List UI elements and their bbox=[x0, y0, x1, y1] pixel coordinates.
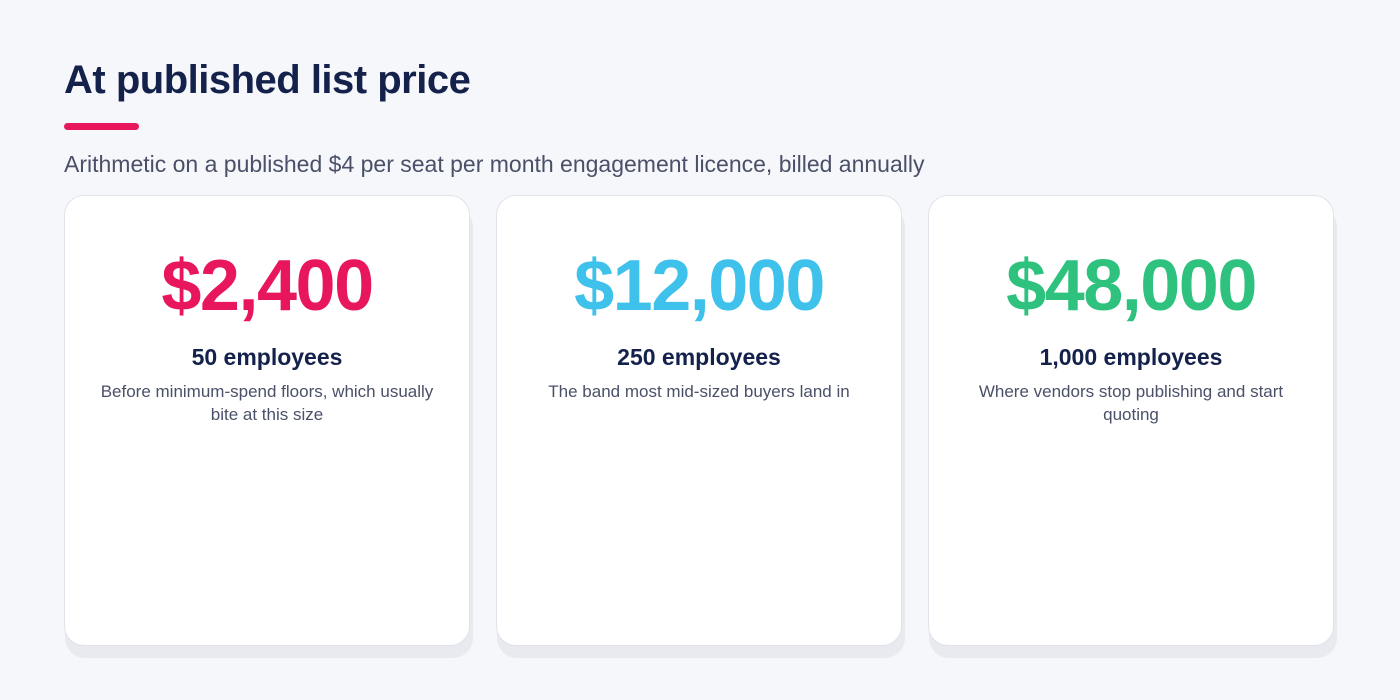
card-employee-count: 250 employees bbox=[617, 344, 781, 370]
title-accent-bar bbox=[64, 123, 139, 130]
price-card-medium: $12,000 250 employees The band most mid-… bbox=[496, 195, 902, 646]
card-description: Before minimum-spend floors, which usual… bbox=[100, 382, 434, 424]
page-title: At published list price bbox=[64, 58, 471, 102]
card-description: Where vendors stop publishing and start … bbox=[978, 382, 1284, 424]
card-price: $12,000 bbox=[574, 246, 825, 326]
card-price: $48,000 bbox=[1006, 246, 1257, 326]
price-card-wrapper: $12,000 250 employees The band most mid-… bbox=[496, 195, 905, 658]
price-card-small: $2,400 50 employees Before minimum-spend… bbox=[64, 195, 470, 646]
card-price: $2,400 bbox=[161, 246, 374, 326]
price-card-large: $48,000 1,000 employees Where vendors st… bbox=[928, 195, 1334, 646]
card-employee-count: 1,000 employees bbox=[1039, 344, 1223, 370]
card-description: The band most mid-sized buyers land in bbox=[548, 382, 850, 401]
card-employee-count: 50 employees bbox=[191, 344, 343, 370]
page-subtitle: Arithmetic on a published $4 per seat pe… bbox=[64, 151, 925, 177]
price-card-wrapper: $48,000 1,000 employees Where vendors st… bbox=[928, 195, 1337, 658]
price-cards: $2,400 50 employees Before minimum-spend… bbox=[64, 195, 1337, 660]
price-card-wrapper: $2,400 50 employees Before minimum-spend… bbox=[64, 195, 473, 658]
